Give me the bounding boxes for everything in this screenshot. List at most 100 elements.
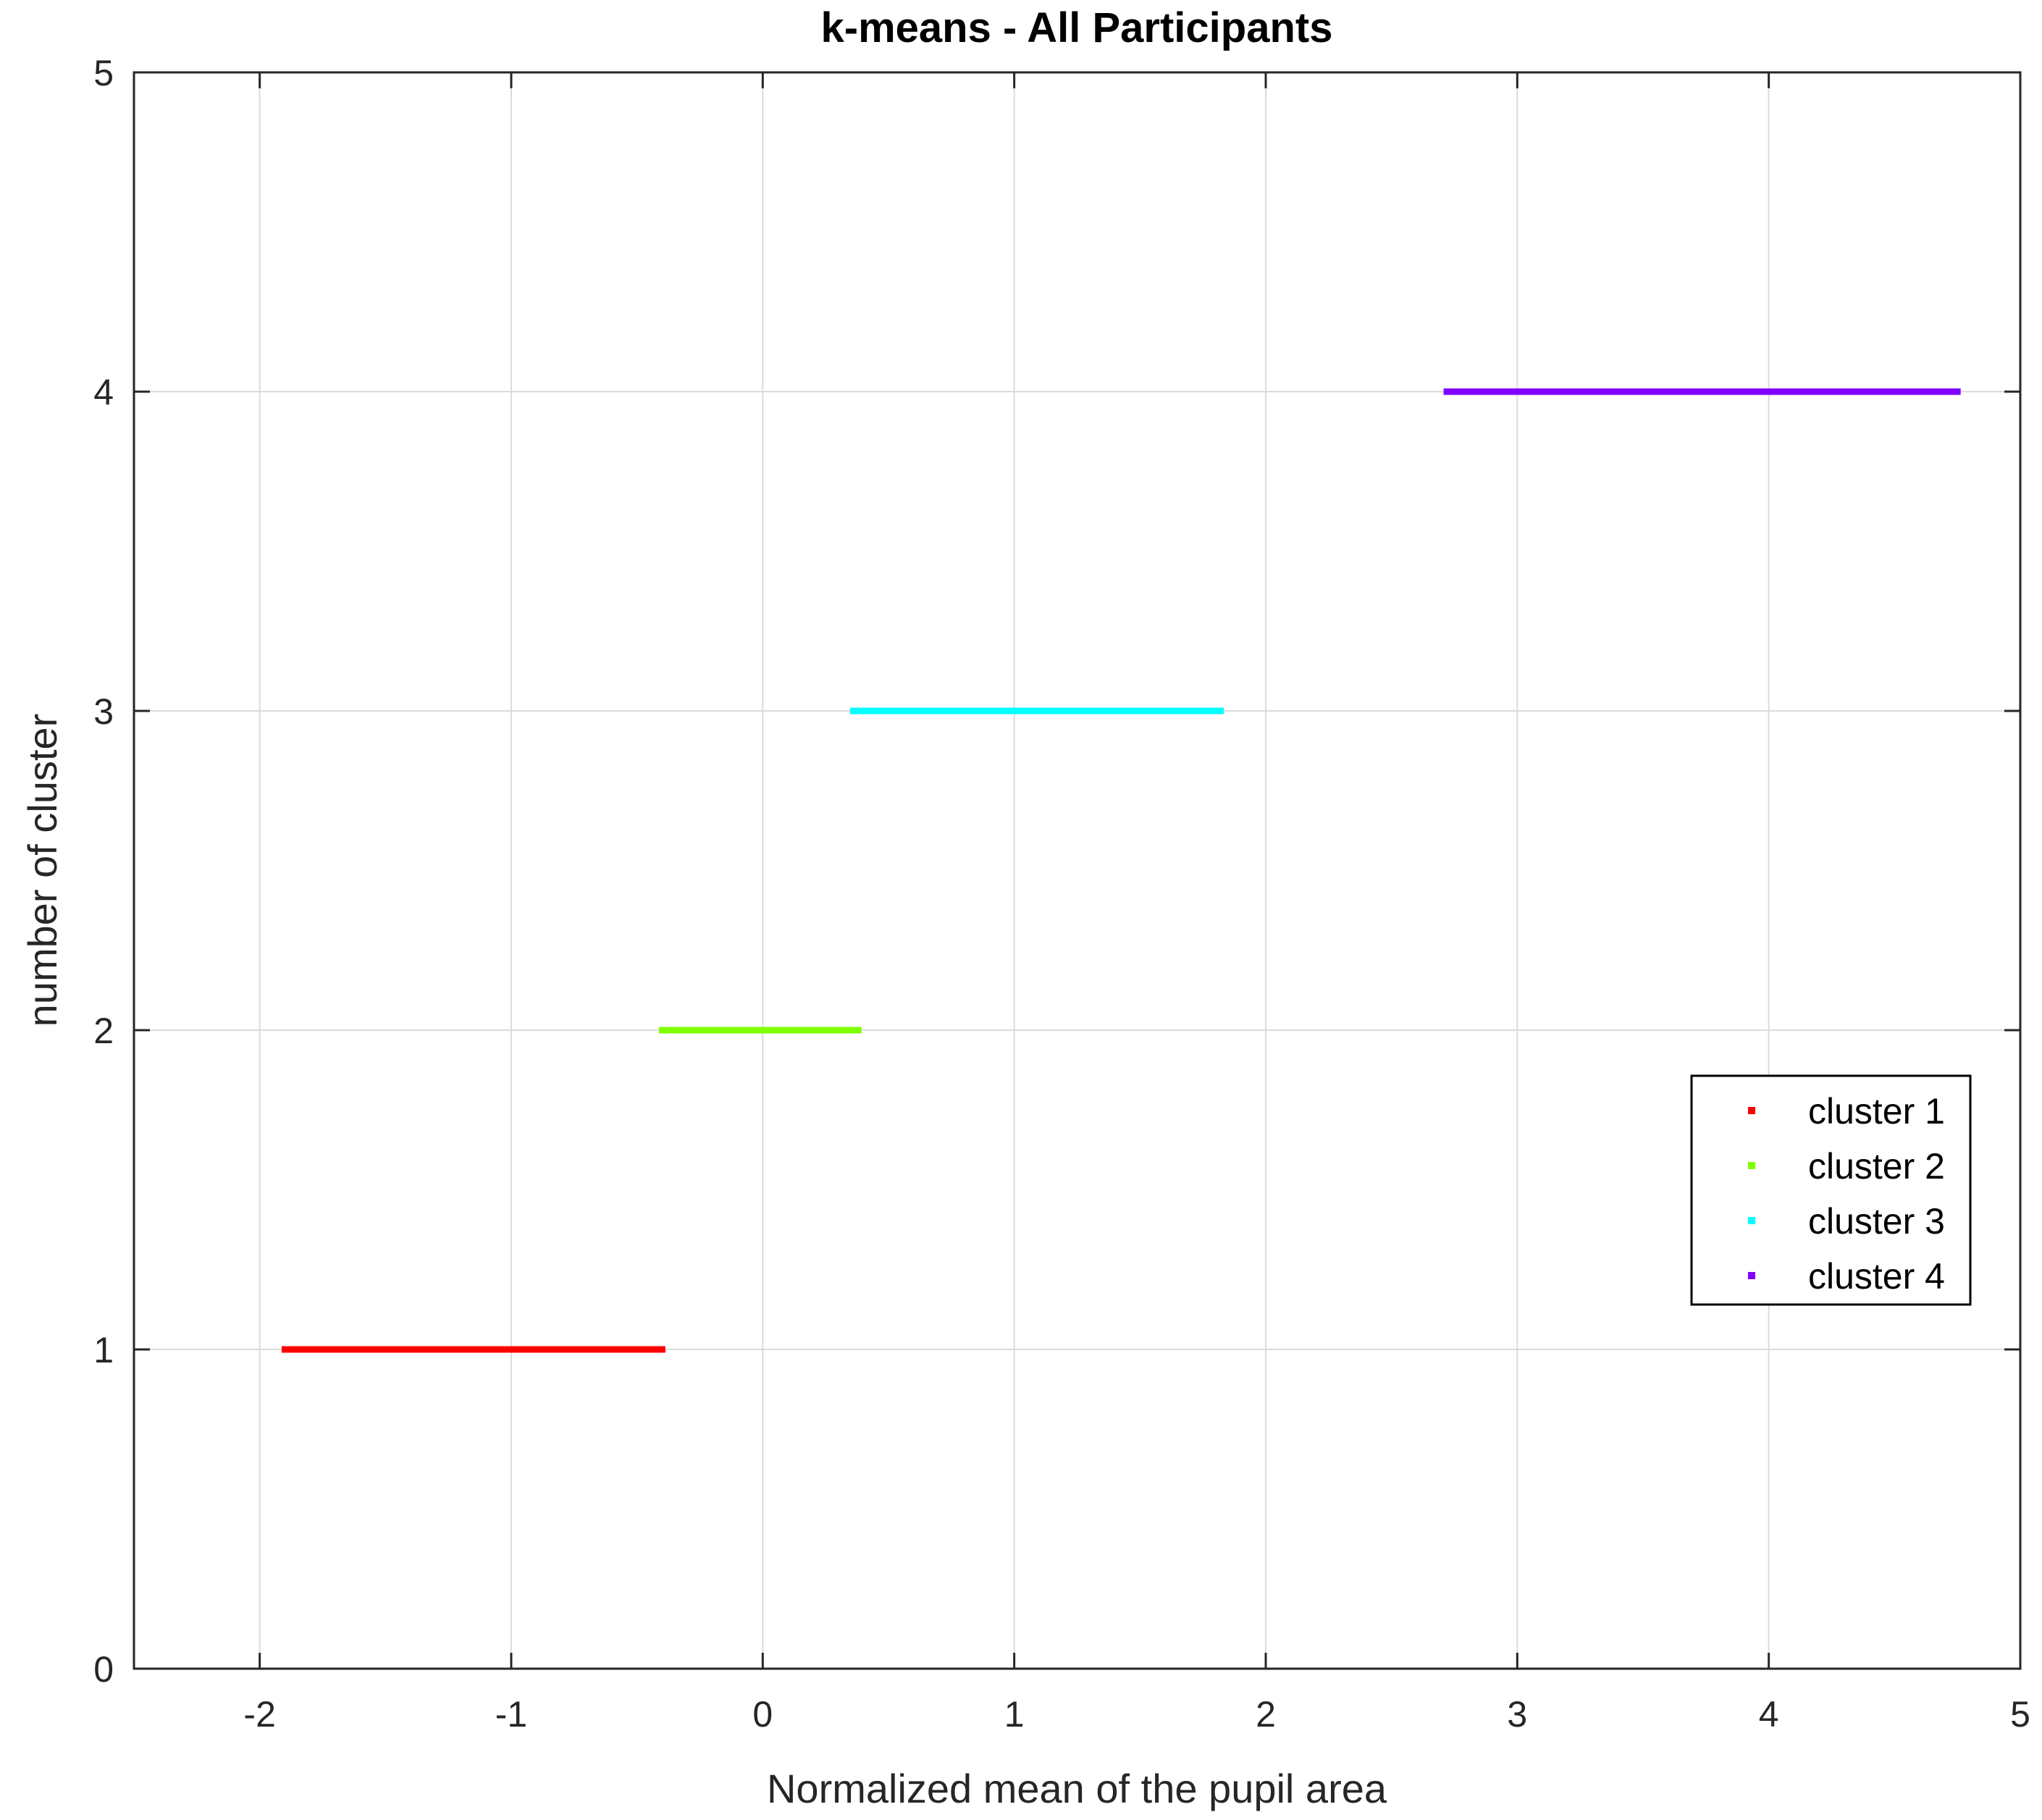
scatter-point: [1564, 388, 1571, 395]
scatter-point: [823, 1027, 830, 1034]
scatter-point: [1011, 707, 1018, 715]
scatter-point: [494, 1346, 501, 1353]
scatter-point: [374, 1346, 381, 1353]
scatter-point: [1702, 388, 1709, 395]
scatter-point: [1014, 707, 1021, 715]
scatter-point: [1500, 388, 1508, 395]
scatter-point: [444, 1346, 451, 1353]
scatter-point: [923, 707, 930, 715]
scatter-point: [1671, 388, 1678, 395]
scatter-point: [1768, 388, 1776, 395]
scatter-point: [1873, 388, 1880, 395]
scatter-point: [699, 1027, 706, 1034]
scatter-point: [1789, 388, 1797, 395]
scatter-point: [1571, 388, 1578, 395]
scatter-point: [854, 1027, 862, 1034]
scatter-point: [1474, 388, 1481, 395]
scatter-point: [1210, 707, 1217, 715]
scatter-point: [1158, 707, 1165, 715]
scatter-point: [702, 1027, 710, 1034]
scatter-point: [1638, 388, 1645, 395]
scatter-point: [605, 1346, 612, 1353]
scatter-point: [987, 707, 994, 715]
scatter-point: [1104, 707, 1112, 715]
scatter-point: [793, 1027, 800, 1034]
scatter-point: [1776, 388, 1783, 395]
scatter-point: [746, 1027, 753, 1034]
legend-label: cluster 3: [1808, 1201, 1945, 1242]
scatter-point: [957, 707, 965, 715]
scatter-point: [434, 1346, 441, 1353]
scatter-point: [1688, 388, 1695, 395]
scatter-point: [1846, 388, 1853, 395]
scatter-point: [1618, 388, 1625, 395]
scatter-point: [1804, 388, 1812, 395]
scatter-point: [440, 1346, 448, 1353]
scatter-point: [1587, 388, 1594, 395]
scatter-point: [880, 707, 887, 715]
scatter-point: [403, 1346, 411, 1353]
scatter-point: [1534, 388, 1541, 395]
scatter-point: [602, 1346, 609, 1353]
scatter-point: [749, 1027, 756, 1034]
scatter-point: [776, 1027, 783, 1034]
scatter-point: [400, 1346, 408, 1353]
scatter-point: [384, 1346, 391, 1353]
scatter-point: [1939, 388, 1946, 395]
scatter-point: [528, 1346, 535, 1353]
scatter-point: [658, 1027, 665, 1034]
scatter-point: [1581, 388, 1588, 395]
scatter-point: [615, 1346, 622, 1353]
scatter-point: [1567, 388, 1574, 395]
scatter-point: [1017, 707, 1025, 715]
scatter-point: [719, 1027, 726, 1034]
scatter-point: [1925, 388, 1932, 395]
scatter-point: [306, 1346, 314, 1353]
scatter-point: [1135, 707, 1142, 715]
scatter-point: [581, 1346, 589, 1353]
plot-frame: [133, 71, 2022, 1670]
scatter-point: [481, 1346, 488, 1353]
scatter-point: [789, 1027, 797, 1034]
scatter-point: [1108, 707, 1115, 715]
scatter-point: [1091, 707, 1098, 715]
scatter-point: [1842, 388, 1849, 395]
scatter-point: [343, 1346, 350, 1353]
scatter-point: [518, 1346, 525, 1353]
scatter-point: [812, 1027, 820, 1034]
scatter-point: [960, 707, 967, 715]
scatter-point: [1497, 388, 1504, 395]
scatter-point: [316, 1346, 324, 1353]
scatter-point: [1484, 388, 1491, 395]
scatter-point: [890, 707, 897, 715]
scatter-point: [1928, 388, 1936, 395]
scatter-point: [421, 1346, 428, 1353]
scatter-point: [1883, 388, 1890, 395]
scatter-point: [450, 1346, 458, 1353]
scatter-point: [484, 1346, 492, 1353]
scatter-point: [568, 1346, 575, 1353]
scatter-point: [642, 1346, 649, 1353]
scatter-point: [806, 1027, 813, 1034]
x-tick-label: 3: [1507, 1694, 1527, 1735]
scatter-point: [1453, 388, 1461, 395]
scatter-point: [364, 1346, 371, 1353]
series-cluster-4: [1443, 388, 1961, 395]
scatter-point: [1128, 707, 1135, 715]
scatter-point: [357, 1346, 364, 1353]
scatter-point: [947, 707, 954, 715]
scatter-point: [685, 1027, 692, 1034]
scatter-point: [1657, 388, 1665, 395]
scatter-point: [380, 1346, 387, 1353]
x-tick-label: 1: [1004, 1694, 1025, 1735]
scatter-point: [1601, 388, 1608, 395]
scatter-point: [655, 1346, 663, 1353]
scatter-point: [658, 1346, 665, 1353]
scatter-point: [1206, 707, 1214, 715]
scatter-point: [313, 1346, 320, 1353]
scatter-point: [1494, 388, 1501, 395]
scatter-point: [1199, 707, 1206, 715]
scatter-point: [1511, 388, 1518, 395]
scatter-point: [1954, 388, 1961, 395]
